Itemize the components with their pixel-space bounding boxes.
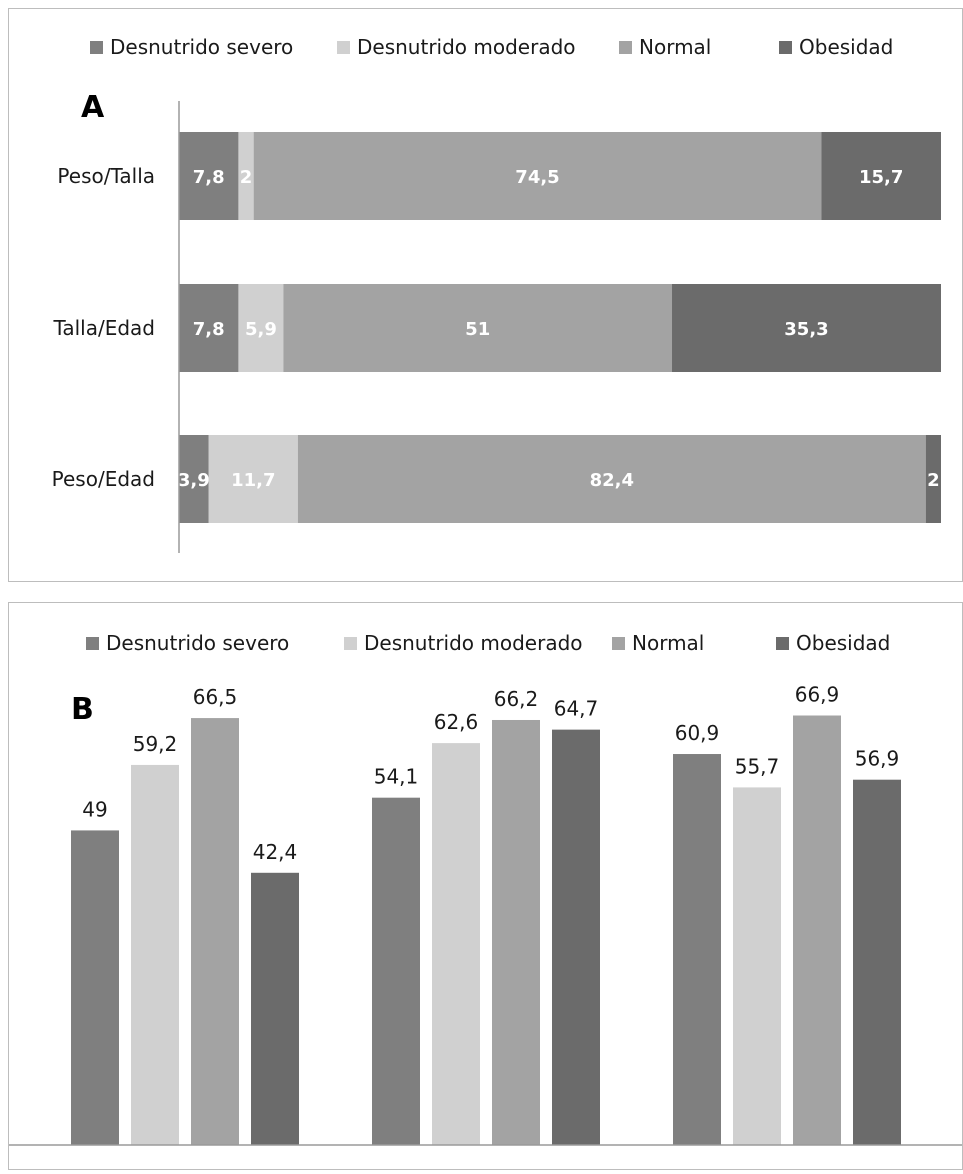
legend-label-normal: Normal (632, 631, 704, 655)
legend-swatch-desnutrido-severo (90, 41, 103, 54)
bar-talla-edad-desnutrido-moderado (432, 743, 480, 1145)
bar-peso-edad-obesidad (925, 435, 941, 523)
legend-label-desnutrido-moderado: Desnutrido moderado (357, 35, 576, 59)
data-label-talla-edad-desnutrido-moderado: 5,9 (245, 319, 277, 340)
legend-swatch-obesidad (779, 41, 792, 54)
bar-peso-talla-desnutrido-severo (673, 754, 721, 1145)
bar-peso-talla-desnutrido-moderado (733, 787, 781, 1145)
data-label-peso-talla-obesidad: 56,9 (855, 747, 900, 771)
panel-label-a: A (81, 90, 105, 125)
bar-peso-edad-desnutrido-moderado (208, 435, 298, 523)
legend-swatch-obesidad (776, 637, 789, 650)
data-label-peso-talla-desnutrido-severo: 60,9 (675, 721, 720, 745)
data-label-peso-edad-obesidad: 2 (927, 470, 940, 491)
data-label-peso-talla-desnutrido-moderado: 2 (240, 167, 253, 188)
bar-talla-edad-desnutrido-severo (179, 284, 239, 372)
bar-peso-talla-desnutrido-severo (179, 132, 239, 220)
grouped-bar-chart-svg: Desnutrido severo Desnutrido moderado Norm… (9, 631, 962, 1146)
data-label-talla-edad-normal: 66,2 (494, 687, 539, 711)
chart-panel-b: Desnutrido severo Desnutrido moderado Norm… (8, 602, 963, 1170)
legend-swatch-normal (619, 41, 632, 54)
bar-peso-edad-desnutrido-severo (71, 830, 119, 1145)
data-label-talla-edad-normal: 51 (465, 319, 490, 340)
data-label-peso-edad-normal: 82,4 (590, 470, 634, 491)
data-label-talla-edad-desnutrido-moderado: 62,6 (434, 710, 479, 734)
data-label-peso-talla-obesidad: 15,7 (859, 167, 903, 188)
bar-peso-edad-desnutrido-moderado (131, 764, 179, 1145)
bar-peso-talla-obesidad (853, 779, 901, 1145)
bar-talla-edad-desnutrido-moderado (238, 284, 284, 372)
data-label-peso-talla-normal: 74,5 (515, 167, 559, 188)
data-label-talla-edad-desnutrido-severo: 7,8 (193, 319, 225, 340)
legend-swatch-desnutrido-moderado (344, 637, 357, 650)
bar-peso-talla-normal (253, 132, 822, 220)
data-label-peso-talla-desnutrido-moderado: 55,7 (735, 754, 780, 778)
data-label-peso-edad-desnutrido-moderado: 11,7 (231, 470, 275, 491)
data-label-peso-edad-normal: 66,5 (193, 685, 238, 709)
legend-label-obesidad: Obesidad (796, 631, 890, 655)
category-label-peso-talla: Peso/Talla (57, 164, 155, 188)
category-label-peso-edad: Peso/Edad (52, 467, 155, 491)
stacked-bar-chart-svg: Desnutrido severo Desnutrido moderado Norm… (52, 35, 941, 553)
data-label-peso-talla-normal: 66,9 (795, 683, 840, 707)
legend-swatch-desnutrido-moderado (337, 41, 350, 54)
data-label-peso-talla-desnutrido-severo: 7,8 (193, 167, 225, 188)
legend-label-desnutrido-moderado: Desnutrido moderado (364, 631, 583, 655)
bar-peso-edad-normal (297, 435, 926, 523)
bar-talla-edad-normal (283, 284, 673, 372)
bar-talla-edad-obesidad (552, 729, 600, 1145)
legend-label-obesidad: Obesidad (799, 35, 893, 59)
bar-peso-edad-normal (191, 718, 239, 1145)
legend-label-desnutrido-severo: Desnutrido severo (110, 35, 293, 59)
chart-panel-a: Desnutrido severo Desnutrido moderado Norm… (8, 8, 963, 582)
bar-talla-edad-normal (492, 719, 540, 1145)
data-label-talla-edad-desnutrido-severo: 54,1 (374, 765, 419, 789)
data-label-peso-edad-desnutrido-severo: 3,9 (178, 470, 210, 491)
bar-talla-edad-obesidad (672, 284, 941, 372)
data-label-peso-edad-desnutrido-severo: 49 (82, 797, 107, 821)
bar-peso-talla-obesidad (821, 132, 941, 220)
data-label-peso-edad-obesidad: 42,4 (253, 840, 298, 864)
legend-swatch-normal (612, 637, 625, 650)
legend-label-normal: Normal (639, 35, 711, 59)
data-label-talla-edad-obesidad: 35,3 (784, 319, 828, 340)
data-label-talla-edad-obesidad: 64,7 (554, 697, 599, 721)
panel-label-b: B (71, 692, 94, 727)
legend-label-desnutrido-severo: Desnutrido severo (106, 631, 289, 655)
bar-peso-talla-normal (793, 715, 841, 1145)
category-label-talla-edad: Talla/Edad (52, 316, 155, 340)
legend-swatch-desnutrido-severo (86, 637, 99, 650)
bar-peso-edad-obesidad (251, 872, 299, 1145)
bar-peso-edad-desnutrido-severo (179, 435, 209, 523)
bar-talla-edad-desnutrido-severo (372, 797, 420, 1145)
data-label-peso-edad-desnutrido-moderado: 59,2 (133, 732, 178, 756)
bar-peso-talla-desnutrido-moderado (238, 132, 254, 220)
